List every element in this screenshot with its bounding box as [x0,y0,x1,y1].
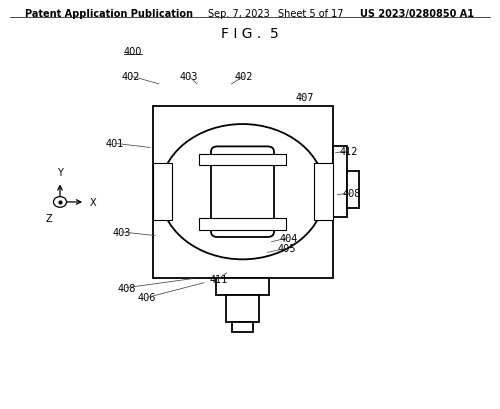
Bar [346,172,359,209]
Text: Patent Application Publication: Patent Application Publication [25,9,193,19]
Text: 401: 401 [106,139,124,149]
Circle shape [160,125,325,260]
Bar [314,164,332,221]
Bar [152,164,172,221]
Circle shape [54,197,66,208]
FancyBboxPatch shape [211,147,274,237]
Text: Z: Z [46,214,52,224]
Bar [216,278,269,295]
Text: 411: 411 [210,274,228,284]
Bar [232,322,253,332]
Bar [152,106,332,278]
Text: 402: 402 [235,72,254,82]
Text: 405: 405 [277,244,296,254]
Text: 404: 404 [280,233,297,243]
Bar [198,154,286,166]
Text: 408: 408 [342,189,360,198]
Text: 402: 402 [122,72,140,82]
Text: 412: 412 [339,146,358,156]
Text: US 2023/0280850 A1: US 2023/0280850 A1 [360,9,474,19]
Text: 403: 403 [180,72,198,82]
Text: F I G .  5: F I G . 5 [221,27,279,40]
Bar [226,295,259,322]
Text: 406: 406 [138,293,156,303]
Text: X: X [90,198,96,207]
Text: Sep. 7, 2023: Sep. 7, 2023 [208,9,269,19]
Text: 408: 408 [118,283,136,293]
Text: 403: 403 [112,227,130,237]
Text: Sheet 5 of 17: Sheet 5 of 17 [278,9,343,19]
Bar [198,219,286,230]
Bar [332,146,346,218]
Text: 407: 407 [296,93,314,103]
Text: Y: Y [57,167,63,177]
Text: 400: 400 [124,47,142,57]
